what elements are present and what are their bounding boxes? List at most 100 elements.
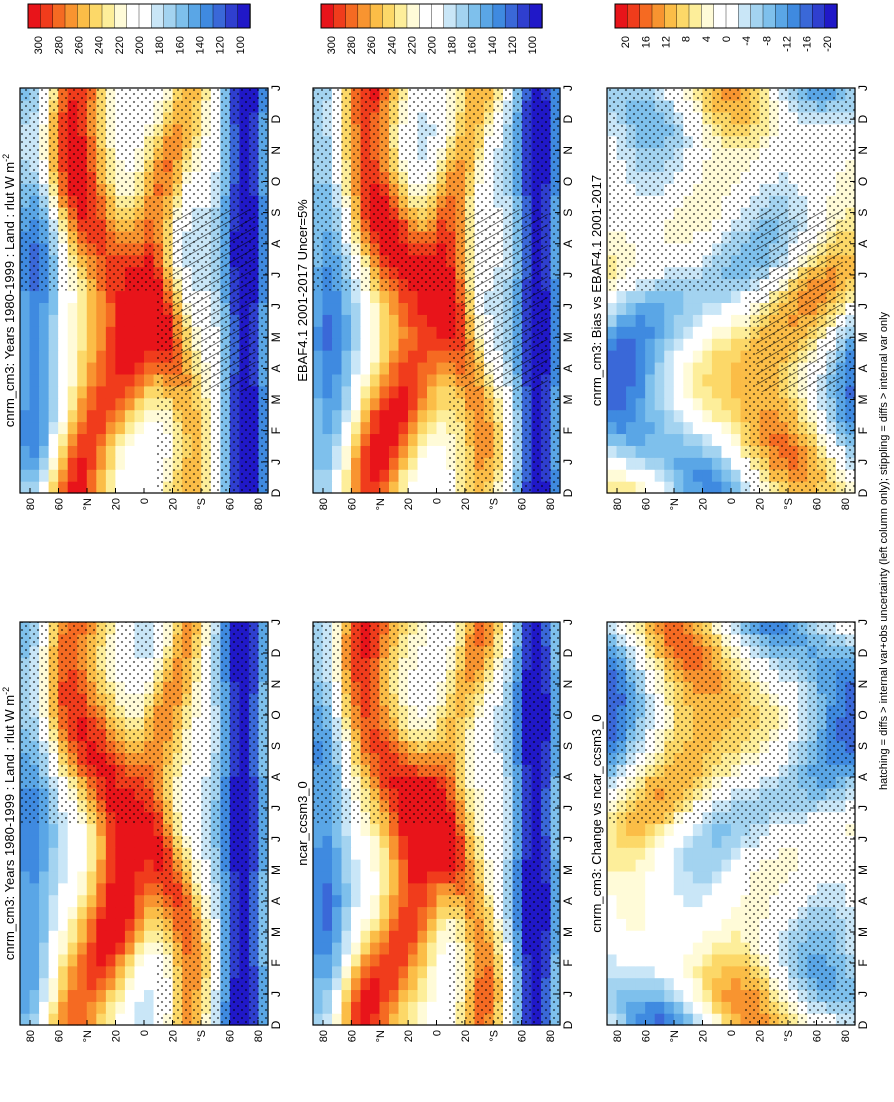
- heat-cell: [683, 965, 694, 979]
- heat-cell: [635, 326, 646, 339]
- heat-cell: [398, 1013, 409, 1026]
- heat-cell: [313, 882, 324, 896]
- heat-cell: [67, 953, 78, 967]
- heat-cell: [398, 302, 409, 315]
- heat-cell: [77, 302, 88, 315]
- heat-cell: [360, 1001, 371, 1014]
- heat-cell: [389, 989, 400, 1002]
- heat-cell: [616, 1013, 627, 1026]
- heat-cell: [645, 906, 656, 919]
- heat-cell: [408, 481, 419, 494]
- heat-cell: [379, 361, 390, 375]
- heat-cell: [144, 906, 155, 919]
- heat-cell: [341, 302, 352, 315]
- heat-cell: [20, 1001, 31, 1014]
- heat-cell: [417, 977, 428, 991]
- heat-cell: [711, 302, 723, 315]
- heat-cell: [115, 457, 126, 470]
- heat-cell: [389, 918, 400, 931]
- month-tick-label: M: [561, 927, 575, 937]
- heat-cell: [702, 433, 713, 446]
- heat-cell: [360, 290, 371, 304]
- heat-cell: [607, 445, 618, 458]
- heat-cell: [351, 385, 362, 399]
- heat-cell: [39, 302, 50, 315]
- heat-cell: [692, 953, 703, 967]
- heat-cell: [96, 1013, 107, 1026]
- heat-cell: [96, 942, 107, 955]
- lat-tick-label: 80: [25, 1030, 37, 1042]
- heat-cell: [731, 989, 742, 1002]
- heat-cell: [683, 385, 694, 399]
- heat-cell: [20, 977, 31, 991]
- heat-cell: [731, 421, 742, 435]
- heat-cell: [77, 397, 88, 411]
- lat-tick-label: 80: [318, 1030, 330, 1042]
- heat-cell: [711, 469, 723, 482]
- heat-cell: [654, 882, 665, 896]
- month-tick-label: N: [561, 146, 575, 155]
- heat-cell: [77, 457, 88, 470]
- heat-cell: [351, 397, 362, 411]
- heat-cell: [124, 1013, 136, 1026]
- heat-cell: [105, 870, 116, 884]
- heat-cell: [664, 469, 675, 482]
- panel-bias: 80 60 °N 20 0 20 °S 60 80DJFMAMJJASONDJcnrm_cm3:…: [589, 85, 870, 510]
- month-tick-label: D: [269, 114, 283, 123]
- heat-cell: [313, 942, 324, 955]
- heat-cell: [607, 953, 618, 967]
- heat-cell: [436, 1001, 447, 1014]
- heat-cell: [436, 965, 447, 979]
- heat-cell: [398, 953, 409, 967]
- heat-cell: [408, 373, 419, 387]
- heat-cell: [86, 930, 97, 943]
- lat-tick-label: °S: [488, 498, 500, 510]
- heat-cell: [144, 385, 155, 399]
- heat-cell: [702, 373, 713, 387]
- heat-cell: [436, 373, 447, 387]
- heat-cell: [379, 314, 390, 327]
- heat-cell: [96, 421, 107, 435]
- heat-cell: [616, 361, 627, 375]
- heat-cell: [711, 433, 723, 446]
- heat-cell: [313, 930, 324, 943]
- heat-cell: [77, 835, 88, 848]
- heat-cell: [105, 338, 116, 351]
- heat-cell: [48, 894, 59, 908]
- heat-cell: [645, 989, 656, 1002]
- heat-cell: [351, 906, 362, 919]
- heat-cell: [702, 894, 713, 908]
- month-tick-label: F: [856, 427, 870, 434]
- heat-cell: [332, 457, 343, 470]
- heat-cell: [427, 847, 438, 860]
- heat-cell: [341, 906, 352, 919]
- lat-tick-label: °S: [196, 498, 208, 510]
- heat-cell: [664, 302, 675, 315]
- heat-cell: [654, 290, 665, 304]
- heat-cell: [20, 481, 31, 494]
- heat-cell: [370, 989, 381, 1002]
- heat-cell: [115, 1001, 126, 1014]
- heat-cell: [20, 445, 31, 458]
- heat-cell: [692, 918, 703, 931]
- heat-cell: [124, 918, 136, 931]
- heat-cell: [96, 457, 107, 470]
- heat-cell: [39, 361, 50, 375]
- heat-cell: [332, 290, 343, 304]
- heat-cell: [673, 350, 684, 363]
- heat-cell: [144, 918, 155, 931]
- heat-cell: [96, 433, 107, 446]
- month-tick-label: D: [269, 488, 283, 497]
- heat-cell: [673, 409, 684, 423]
- heat-cell: [48, 409, 59, 423]
- heat-cell: [351, 835, 362, 848]
- heat-cell: [436, 942, 447, 955]
- heat-cell: [408, 457, 419, 470]
- lat-tick-label: 20: [755, 498, 767, 510]
- heat-cell: [20, 906, 31, 919]
- heat-cell: [607, 397, 618, 411]
- heat-cell: [20, 314, 31, 327]
- heat-cell: [29, 953, 40, 967]
- heat-cell: [673, 397, 684, 411]
